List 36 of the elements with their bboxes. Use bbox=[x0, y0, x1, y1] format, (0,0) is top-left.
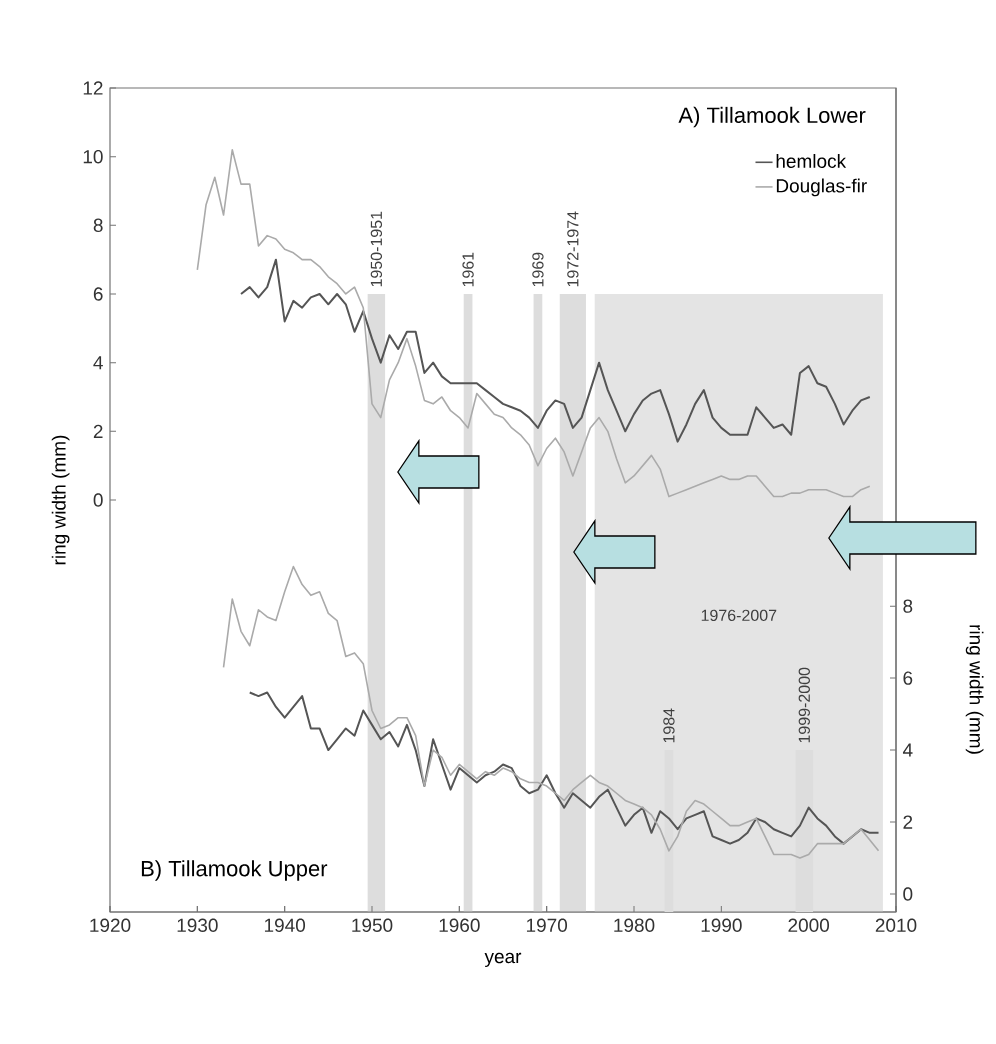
text: B) Tillamook Upper bbox=[141, 860, 328, 881]
y-tick-label: 10 bbox=[83, 149, 103, 164]
y-tick-label: 12 bbox=[83, 81, 103, 95]
band-label: 1972-1974 bbox=[567, 211, 579, 287]
y-tick-label: 6 bbox=[93, 287, 103, 301]
legend-label: hemlock bbox=[776, 153, 847, 168]
y2-tick-label: 2 bbox=[903, 815, 913, 829]
y-tick-label: 2 bbox=[93, 424, 103, 438]
band-label: 1969 bbox=[532, 252, 544, 287]
y2-tick-label: 0 bbox=[903, 887, 913, 901]
x-tick-label: 1960 bbox=[439, 918, 480, 932]
y-tick-label: 0 bbox=[93, 493, 103, 507]
x-tick-label: 1970 bbox=[526, 918, 568, 932]
x-tick-label: 1950 bbox=[352, 918, 393, 932]
band-label: 1961 bbox=[462, 252, 474, 287]
x-tick-label: 2010 bbox=[875, 918, 917, 932]
x-tick-label: 1940 bbox=[264, 918, 306, 932]
y2-axis-title: ring width (mm) bbox=[965, 625, 984, 754]
y-tick-label: 4 bbox=[93, 356, 103, 370]
y2-tick-label: 4 bbox=[902, 743, 913, 757]
band-label: 1950-1951 bbox=[370, 211, 383, 287]
band-label: 1999-2000 bbox=[798, 667, 810, 743]
text: A) Tillamook Lower bbox=[678, 106, 866, 128]
y2-tick-label: 6 bbox=[903, 671, 913, 685]
band-label: 1984 bbox=[663, 708, 675, 743]
y-axis-title: ring width (mm) bbox=[51, 435, 70, 565]
x-tick-label: 1920 bbox=[90, 918, 131, 932]
y2-tick-label: 8 bbox=[903, 599, 913, 613]
x-tick-label: 1980 bbox=[614, 918, 655, 932]
x-tick-label: 1930 bbox=[177, 918, 218, 932]
y-tick-label: 8 bbox=[93, 218, 103, 233]
legend-label: Douglas-fir bbox=[776, 178, 867, 197]
x-tick-label: 1990 bbox=[701, 918, 742, 932]
band-label: 1976-2007 bbox=[701, 609, 777, 622]
x-axis-title: year bbox=[484, 952, 522, 968]
x-tick-label: 2000 bbox=[788, 918, 830, 932]
